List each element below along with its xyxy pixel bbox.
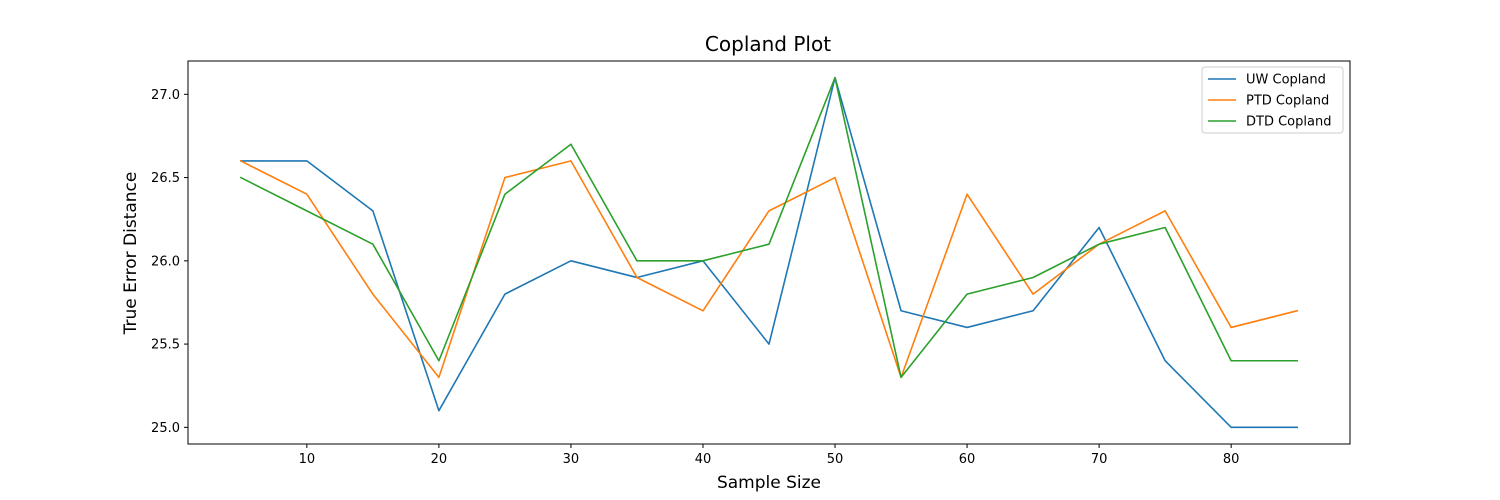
- series-line-uw-copland: [240, 76, 1298, 429]
- y-tick-label: 25.5: [151, 338, 180, 353]
- x-tick-label: 30: [563, 452, 580, 467]
- y-tick-label: 26.0: [151, 254, 180, 269]
- legend-label: DTD Copland: [1246, 115, 1331, 130]
- plot-frame: [187, 60, 1351, 445]
- series-lines: [239, 76, 1299, 429]
- x-axis-ticks: 10 20 30 40 50 60 70 80: [299, 444, 1240, 467]
- x-tick-label: 10: [299, 452, 316, 467]
- y-axis-label: True Error Distance: [121, 172, 141, 336]
- x-tick-label: 80: [1223, 452, 1240, 467]
- x-tick-label: 60: [959, 452, 976, 467]
- chart-title: Copland Plot: [705, 32, 831, 56]
- x-tick-label: 40: [695, 452, 712, 467]
- series-line-dtd-copland: [239, 76, 1298, 379]
- x-tick-label: 50: [827, 452, 844, 467]
- x-tick-label: 70: [1091, 452, 1108, 467]
- legend-box: [1201, 66, 1344, 134]
- legend-label: UW Copland: [1246, 73, 1326, 88]
- y-tick-label: 25.0: [151, 421, 180, 436]
- x-axis-label: Sample Size: [717, 473, 821, 493]
- y-tick-label: 27.0: [151, 88, 180, 103]
- legend: UW Copland PTD Copland DTD Copland: [1201, 66, 1344, 134]
- y-axis-ticks: 25.0 25.5 26.0 26.5 27.0: [151, 88, 188, 436]
- y-tick-label: 26.5: [151, 171, 180, 186]
- legend-label: PTD Copland: [1246, 94, 1329, 109]
- x-tick-label: 20: [431, 452, 448, 467]
- series-line-ptd-copland: [239, 159, 1299, 379]
